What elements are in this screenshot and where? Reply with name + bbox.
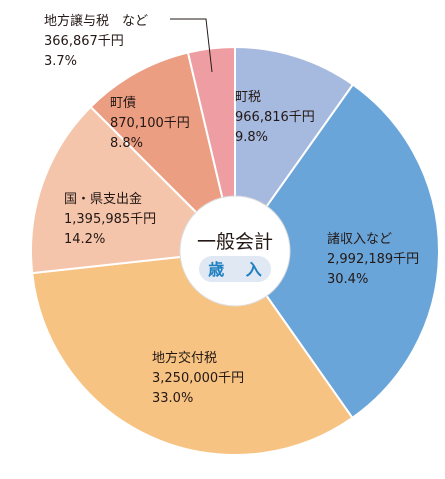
slice-percent-label: 3.7% [44,54,77,69]
slice-name-label: 地方交付税 [152,350,217,366]
slice-amount-label: 966,816千円 [235,110,315,125]
slice-percent-label: 14.2% [64,232,105,247]
slice-percent-label: 9.8% [235,130,268,145]
slice-percent-label: 33.0% [152,391,193,406]
slice-amount-label: 3,250,000千円 [152,371,244,386]
center-subtitle: 歳 入 [208,260,270,279]
slice-amount-label: 2,992,189千円 [327,252,419,267]
pie-slice-0 [234,45,355,255]
slice-percent-label: 30.4% [327,272,368,287]
slice-name-label: 町債 [110,96,136,111]
slice-amount-label: 366,867千円 [44,34,124,49]
slice-name-label: 国・県支出金 [64,191,142,207]
slice-labels: 町税 966,816千円 9.8% 諸収入など 2,992,189千円 30.4% 地方交付… [44,13,419,406]
slice-amount-label: 870,100千円 [110,116,190,131]
center-subtitle-pill [199,256,271,282]
center-badge: 一般会計 歳 入 [179,195,291,307]
pie-slice-1 [233,83,440,420]
slice-amount-label: 1,395,985千円 [64,212,156,227]
slice-name-label: 町税 [235,90,261,105]
pie-slice-2 [31,249,354,456]
slice-percent-label: 8.8% [110,136,143,151]
leader-line [170,18,213,73]
slice-name-label: 地方譲与税 など [44,13,148,29]
slice-name-label: 諸収入など [327,231,392,247]
center-title: 一般会計 [197,231,273,253]
